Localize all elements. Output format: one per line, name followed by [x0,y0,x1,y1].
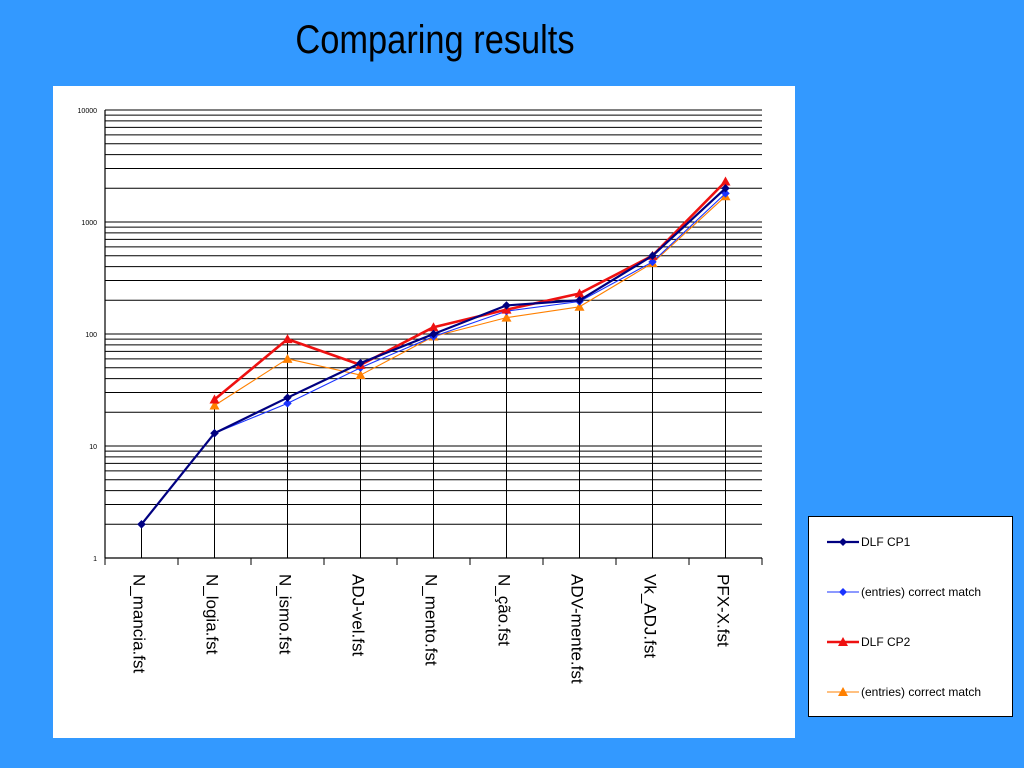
data-point [209,394,220,404]
data-point [282,334,293,344]
y-tick-label: 10000 [78,108,98,115]
data-point [282,353,293,363]
data-point [283,399,292,408]
data-point [502,301,511,310]
data-point [210,429,219,438]
legend-swatch [827,588,859,596]
legend-item: DLF CP2 [827,634,910,650]
x-tick-label: Vk_ADJ.fst [641,574,660,658]
y-tick-label: 1000 [81,220,97,227]
data-point [283,393,292,402]
legend-item: (entries) correct match [827,584,981,600]
legend-item: DLF CP1 [827,534,910,550]
x-tick-label: ADJ-vel.fst [349,574,368,656]
x-tick-label: PFX-X.fst [714,574,733,647]
data-point [648,251,657,260]
legend-swatch [827,637,859,646]
data-point [356,358,365,368]
chart-legend: DLF CP1 (entries) correct match DLF CP2 (en… [808,516,1013,717]
data-point [721,184,730,193]
data-point [720,176,731,186]
data-point [574,301,585,311]
data-point [574,288,585,298]
x-tick-label: N_ismo.fst [276,574,295,655]
data-point [355,370,366,380]
legend-label: (entries) correct match [861,685,982,699]
data-point [209,400,220,410]
slide-title: Comparing results [295,18,575,62]
series-line [214,195,726,406]
legend-swatch [827,538,859,546]
legend-label: DLF CP2 [861,635,911,649]
x-tick-label: N_ção.fst [495,574,514,646]
y-tick-label: 1 [93,556,97,563]
x-tick-label: N_logia.fst [203,574,222,655]
data-point [501,312,512,322]
x-tick-label: N_mancia.fst [130,574,149,673]
data-point [648,257,657,267]
legend-item: (entries) correct match [827,684,981,700]
chart-panel: 1 10 100 1000 10000 N_mancia.fst N_logia.fst N_… [53,86,795,738]
line-chart: 1 10 100 1000 10000 N_mancia.fst N_logia.fst N_… [78,108,763,684]
series-line [213,180,727,401]
legend-label: (entries) correct match [861,585,982,599]
data-point [429,329,438,339]
data-point [428,322,439,332]
data-point [575,296,584,305]
y-tick-label: 100 [85,332,97,339]
y-tick-label: 10 [89,444,97,451]
legend-swatch [827,687,859,696]
x-tick-label: ADV-mente.fst [568,574,587,684]
legend-label: DLF CP1 [861,535,911,549]
x-tick-label: N_mento.fst [422,574,441,666]
